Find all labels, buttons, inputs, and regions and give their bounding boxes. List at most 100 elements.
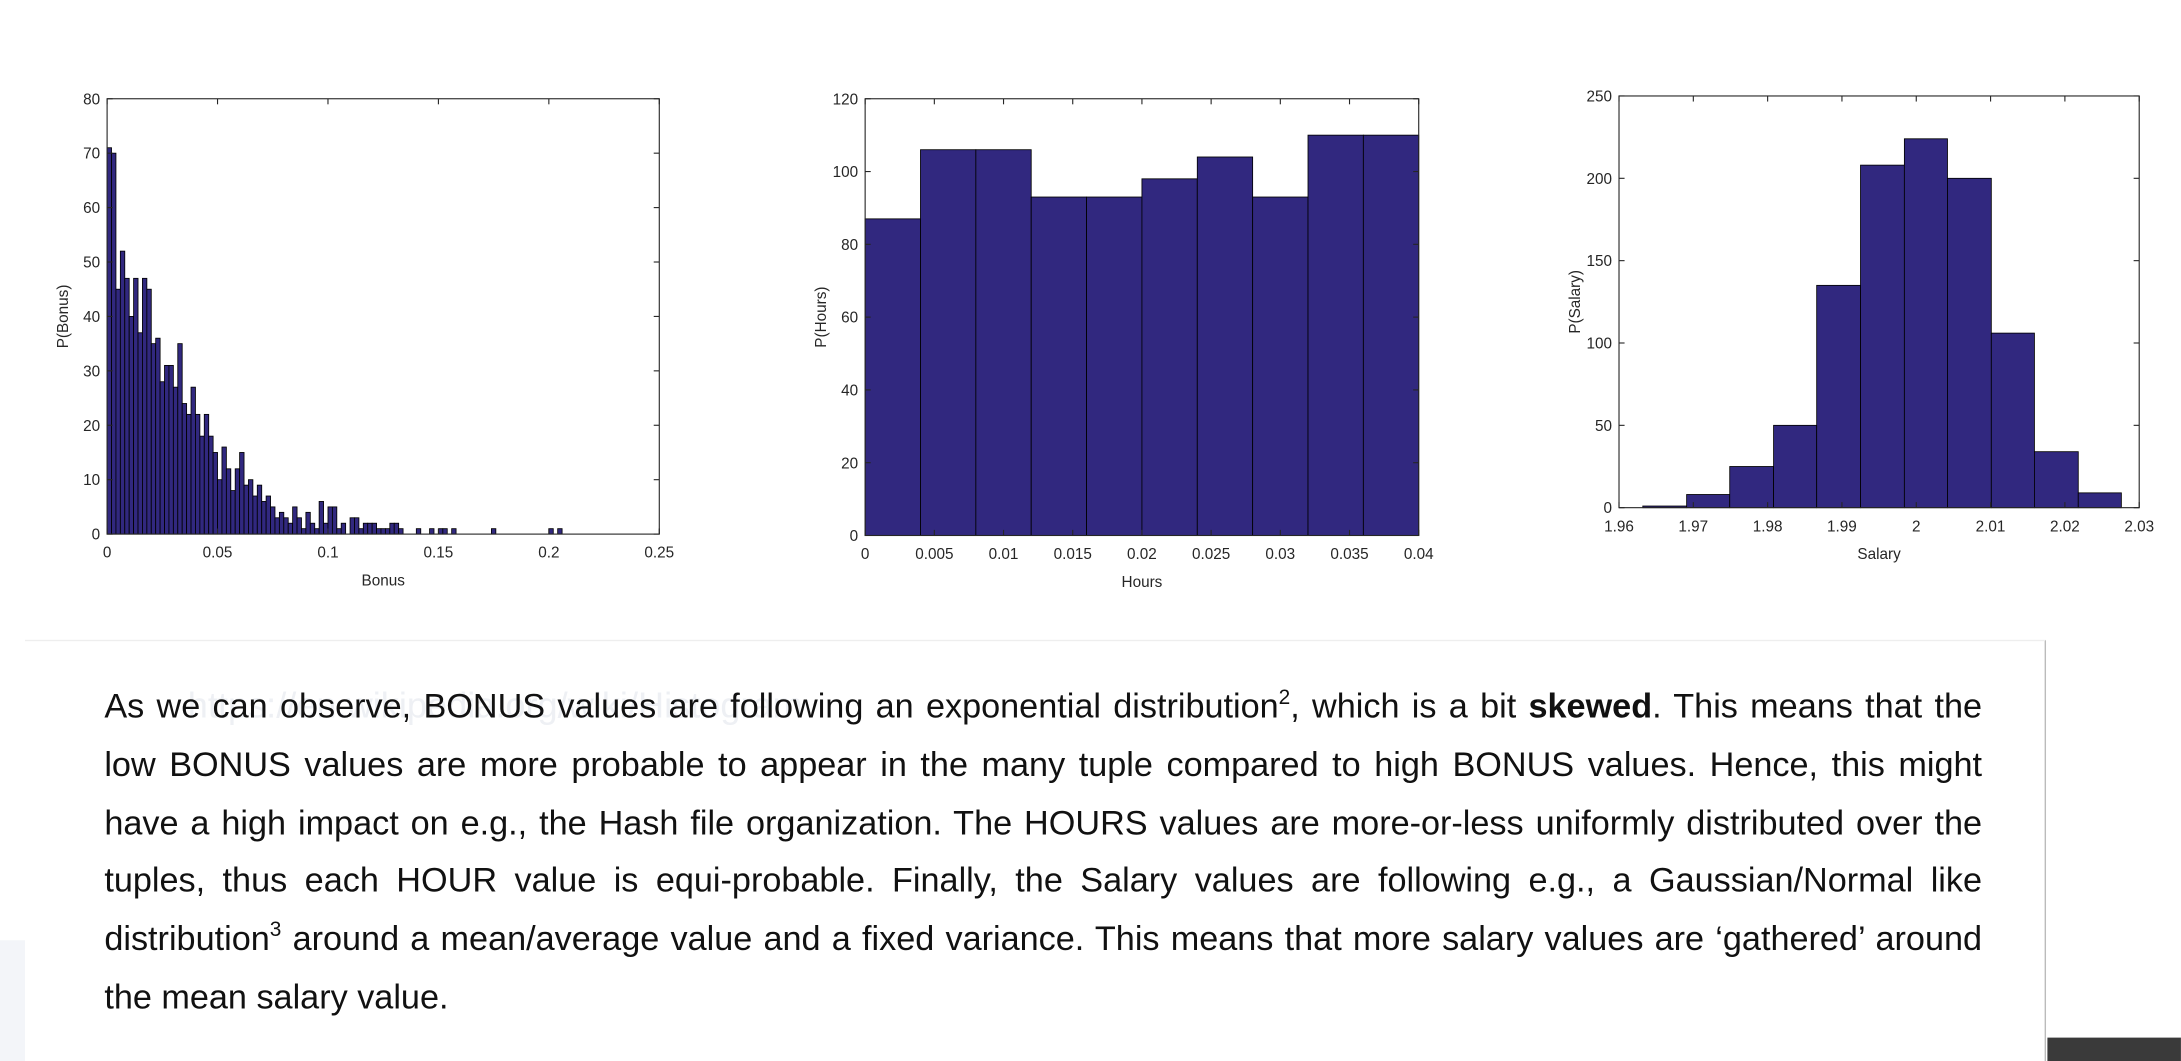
- bar: [358, 528, 364, 535]
- bar: [349, 517, 355, 535]
- bar: [212, 452, 218, 535]
- y-axis-label: P(Bonus): [55, 285, 72, 349]
- y-tick-label: 120: [833, 91, 859, 108]
- bar: [1947, 177, 1992, 509]
- bar: [274, 517, 280, 535]
- x-tick-label: 0.02: [1127, 546, 1157, 563]
- x-tick-label: 0.01: [989, 546, 1019, 563]
- bar: [199, 435, 205, 535]
- bar: [557, 528, 563, 535]
- y-tick-label: 60: [841, 310, 858, 327]
- bar: [261, 501, 267, 535]
- bar: [864, 218, 921, 536]
- bar: [133, 277, 139, 535]
- bar: [248, 479, 254, 535]
- y-tick-label: 30: [83, 363, 100, 380]
- x-tick-label: 1.96: [1604, 518, 1634, 535]
- bar: [437, 528, 444, 535]
- bar: [292, 506, 298, 535]
- paragraph: As we can observe, BONUS values are foll…: [104, 679, 1982, 1028]
- x-tick-label: 2.03: [2124, 518, 2154, 535]
- bar: [362, 522, 369, 535]
- bar: [208, 435, 214, 535]
- y-tick-label: 150: [1587, 253, 1613, 270]
- y-tick-label: 0: [850, 528, 859, 545]
- x-tick-label: 0.03: [1265, 546, 1295, 563]
- bar: [371, 522, 377, 535]
- taskbar: [2047, 1037, 2181, 1061]
- bar: [380, 528, 386, 535]
- x-tick-label: 2.01: [1976, 518, 2006, 535]
- x-tick-label: 0: [861, 546, 870, 563]
- bar: [164, 364, 170, 535]
- bar: [195, 413, 201, 535]
- text-run: As we can observe, BONUS values are foll…: [104, 688, 1279, 727]
- x-tick-label: 0.2: [538, 545, 559, 562]
- y-tick-label: 0: [92, 527, 101, 544]
- text-run: . This means that the low BONUS values a…: [104, 688, 1983, 959]
- x-tick-label: 0.15: [424, 545, 454, 562]
- bar: [203, 413, 210, 535]
- y-tick-label: 80: [83, 91, 100, 108]
- bar: [119, 250, 126, 535]
- x-tick-label: 2: [1912, 518, 1921, 535]
- bar: [2077, 492, 2122, 509]
- footnote-ref: 3: [269, 918, 282, 942]
- bar: [155, 337, 161, 535]
- bar: [265, 495, 271, 535]
- y-tick-label: 100: [833, 164, 859, 181]
- bar: [384, 528, 391, 535]
- bar: [137, 332, 143, 535]
- bar: [398, 528, 404, 535]
- bar: [309, 522, 316, 535]
- y-tick-label: 60: [83, 200, 100, 217]
- bar: [186, 413, 192, 535]
- bar: [111, 152, 117, 535]
- bar: [217, 479, 223, 535]
- y-axis-label: P(Hours): [813, 287, 830, 348]
- y-axis-label: P(Salary): [1567, 270, 1584, 334]
- y-tick-label: 50: [1595, 418, 1612, 435]
- bar: [146, 288, 152, 535]
- bar: [331, 506, 338, 535]
- y-tick-label: 50: [83, 255, 100, 272]
- bar: [1773, 424, 1818, 509]
- bar: [190, 386, 196, 535]
- bar: [1086, 196, 1143, 536]
- bar: [296, 517, 302, 535]
- bar: [975, 149, 1032, 536]
- x-tick-label: 0.05: [203, 545, 233, 562]
- bar: [393, 522, 400, 535]
- bar: [168, 364, 174, 535]
- bar: [548, 528, 554, 535]
- bar: [177, 343, 183, 535]
- bar: [234, 468, 241, 535]
- bar: [239, 452, 245, 535]
- bar: [243, 484, 249, 535]
- text-run: , which is a bit: [1290, 688, 1529, 727]
- bar: [920, 149, 977, 536]
- bar: [1362, 134, 1420, 536]
- y-tick-label: 100: [1587, 336, 1613, 353]
- bar: [1816, 284, 1861, 509]
- x-tick-label: 0: [103, 545, 112, 562]
- bar: [252, 495, 258, 535]
- x-tick-label: 0.035: [1330, 546, 1368, 563]
- bar: [270, 506, 276, 535]
- y-tick-label: 10: [83, 472, 100, 489]
- bar: [327, 506, 333, 535]
- bar: [1307, 134, 1364, 536]
- bar: [451, 528, 457, 535]
- bar: [314, 528, 320, 535]
- bar: [367, 522, 373, 535]
- bar: [442, 528, 448, 535]
- bar: [2034, 451, 2079, 509]
- y-tick-label: 40: [841, 382, 858, 399]
- bar: [142, 277, 148, 535]
- y-tick-label: 200: [1587, 171, 1613, 188]
- bar: [1903, 138, 1948, 509]
- bar: [283, 517, 289, 535]
- x-tick-label: 0.04: [1404, 546, 1434, 563]
- bar: [172, 386, 179, 535]
- text-panel: [25, 639, 2047, 1061]
